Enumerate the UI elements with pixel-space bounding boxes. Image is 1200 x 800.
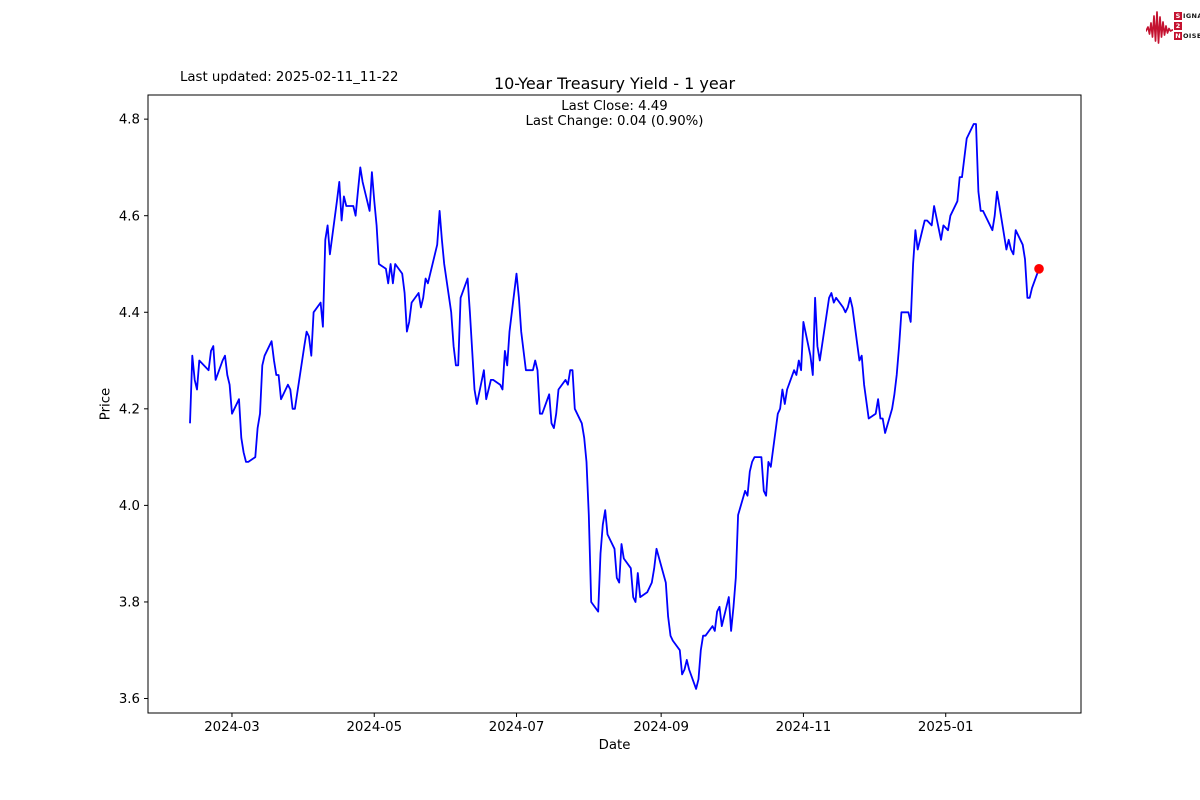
x-tick-label: 2024-09 xyxy=(633,720,689,735)
y-tick-label: 4.2 xyxy=(119,402,140,417)
y-axis-label: Price xyxy=(98,387,114,421)
last-change-text: Last Change: 0.04 (0.90%) xyxy=(525,113,704,129)
x-tick-label: 2024-03 xyxy=(204,720,260,735)
y-tick-label: 4.0 xyxy=(119,499,140,514)
y-tick-label: 4.4 xyxy=(119,306,140,321)
brand-letters: OISE xyxy=(1183,32,1200,40)
ecg-waveform-icon xyxy=(1146,11,1173,44)
price-line xyxy=(189,123,1040,690)
brand-badge-letter: N xyxy=(1174,32,1182,40)
chart-title: 10-Year Treasury Yield - 1 year xyxy=(493,74,736,93)
y-tick-label: 4.6 xyxy=(119,209,140,224)
brand-wordmark-row: N OISE xyxy=(1174,32,1200,41)
x-tick-label: 2024-11 xyxy=(776,720,832,735)
x-tick-label: 2025-01 xyxy=(918,720,974,735)
y-tick-label: 3.8 xyxy=(119,596,140,611)
brand-letters: IGNAL xyxy=(1183,12,1200,20)
last-point-marker xyxy=(1034,264,1044,274)
brand-badge-letter: S xyxy=(1174,12,1182,20)
last-updated-text: Last updated: 2025-02-11_11-22 xyxy=(180,70,399,85)
brand-wordmark-row: SIGNAL xyxy=(1174,12,1200,21)
x-tick-label: 2024-05 xyxy=(346,720,402,735)
brand-wordmark-row: 2 xyxy=(1174,22,1200,31)
x-tick-label: 2024-07 xyxy=(489,720,545,735)
x-axis-label: Date xyxy=(598,738,631,753)
y-tick-label: 4.8 xyxy=(119,113,140,128)
axes-frame xyxy=(147,94,1082,714)
chart-subtitle: Last Close: 4.49 Last Change: 0.04 (0.90… xyxy=(148,99,1081,129)
brand-badge-letter: 2 xyxy=(1174,22,1182,30)
y-tick-label: 3.6 xyxy=(119,692,140,707)
last-close-text: Last Close: 4.49 xyxy=(561,99,668,114)
